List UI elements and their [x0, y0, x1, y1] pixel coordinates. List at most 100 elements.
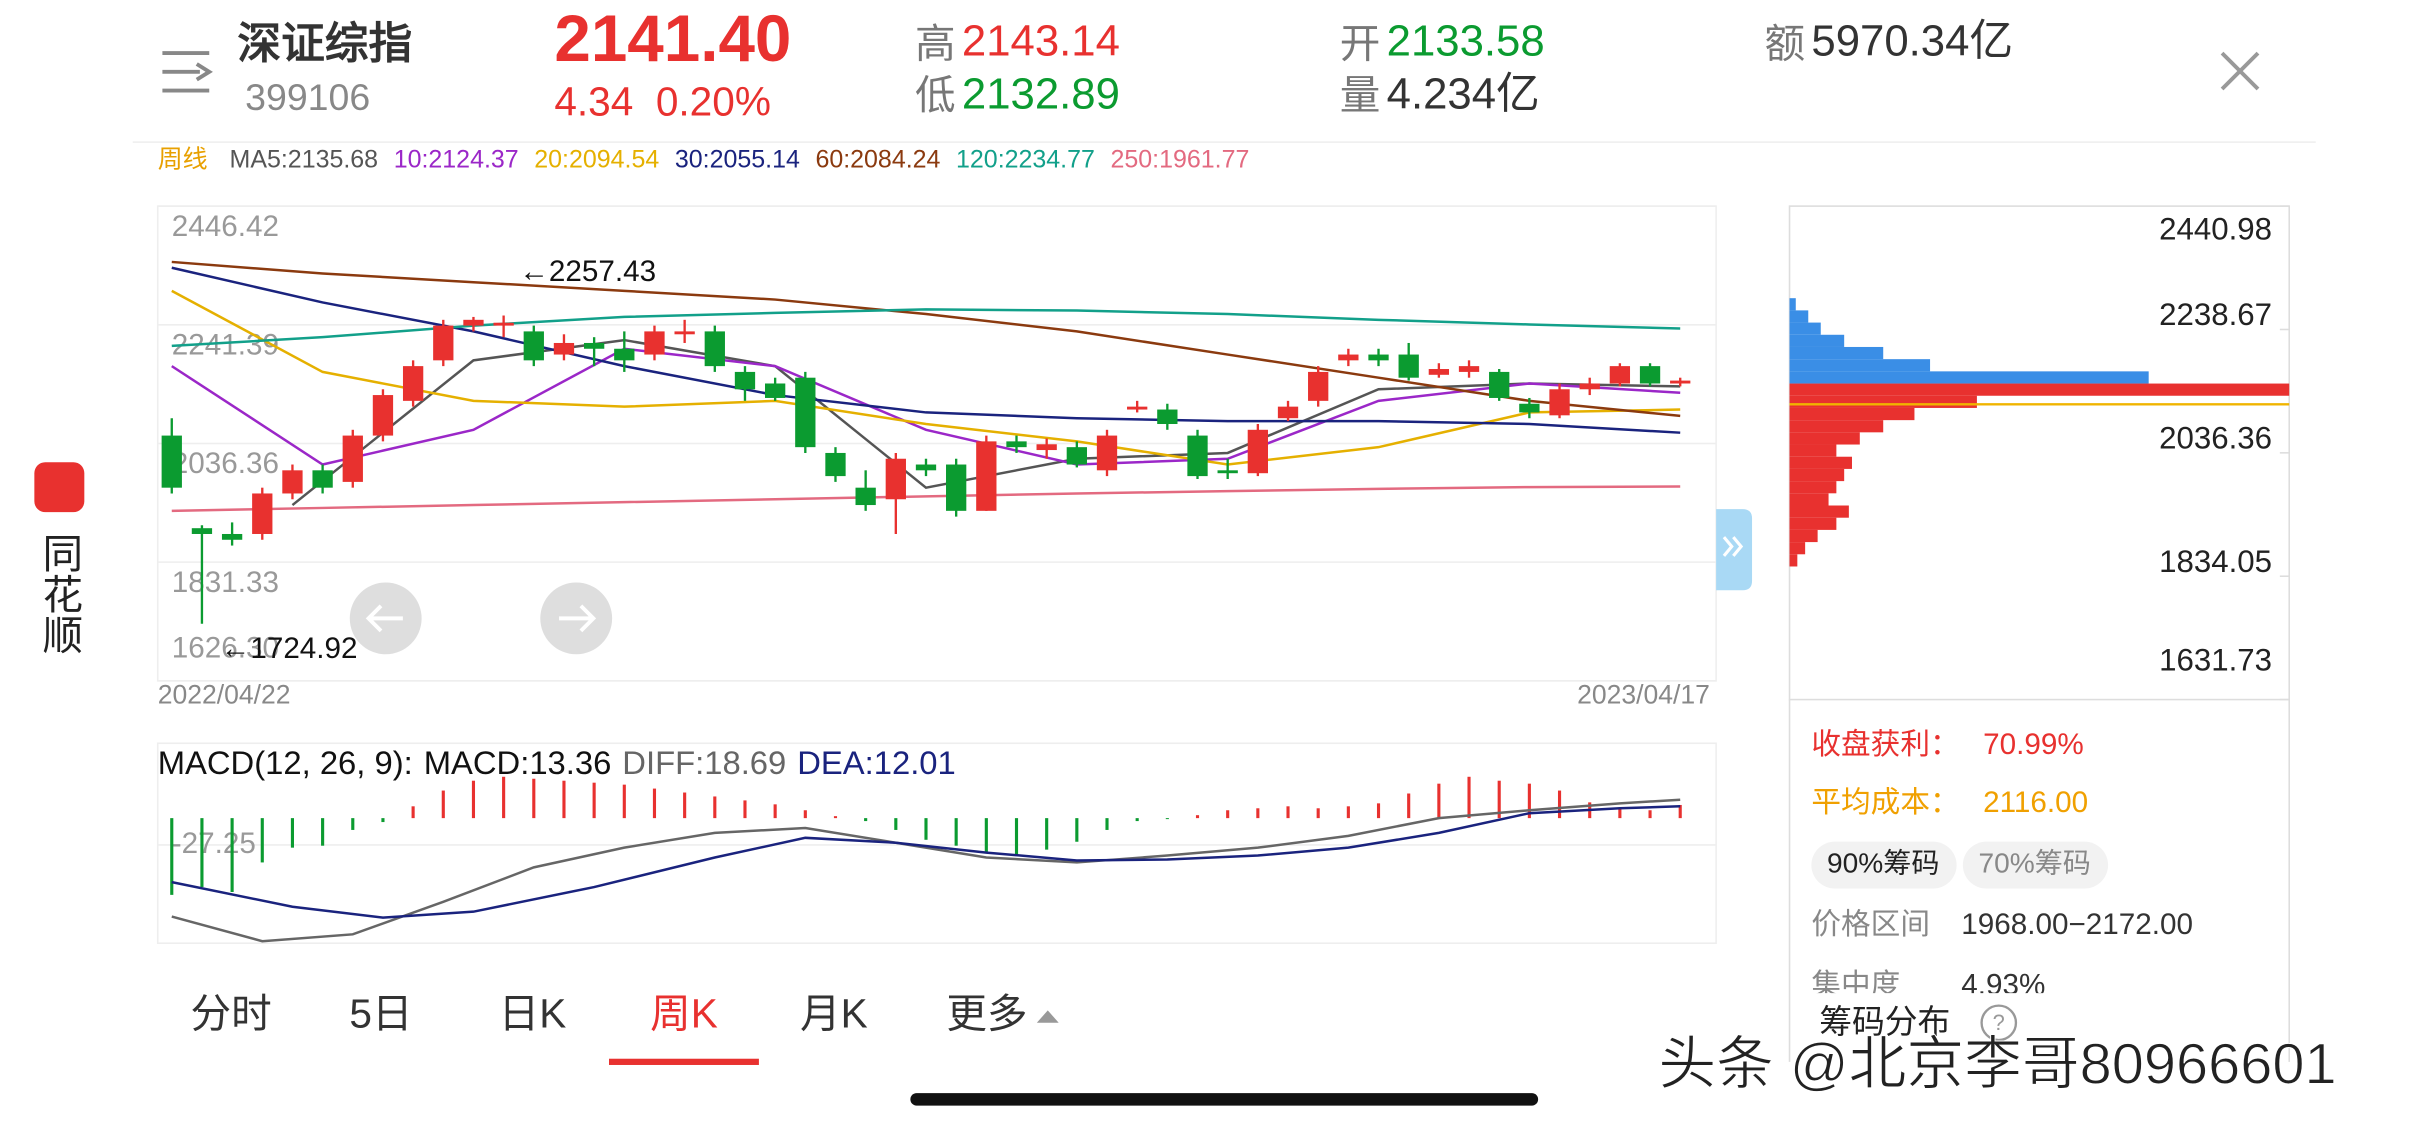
amount-label: 额	[1765, 21, 1806, 67]
high-label: 高	[915, 21, 956, 67]
open-label: 开	[1340, 21, 1381, 67]
chip-bar	[1789, 481, 1837, 494]
candle-body	[1579, 383, 1600, 390]
chip-chart: 2440.98 2238.67 2036.36 1834.05 1631.73	[1789, 205, 2290, 701]
tab[interactable]: 5日	[349, 990, 412, 1036]
help-icon[interactable]	[1980, 1004, 2018, 1042]
concentration-label: 集中度	[1811, 969, 1900, 1002]
candle-body	[1157, 409, 1178, 425]
range-label: 价格区间	[1811, 908, 1930, 941]
candle-body	[1428, 369, 1450, 375]
home-indicator	[910, 1093, 1539, 1106]
chip-button[interactable]	[1962, 841, 2109, 889]
chip-bar	[1789, 383, 2290, 396]
kline-chart: 2446.422241.392036.361831.331626.302022/…	[158, 205, 1717, 709]
tab[interactable]: 周K	[650, 990, 718, 1036]
high: 2143.14	[962, 16, 1120, 65]
candle-body	[1308, 371, 1329, 401]
chip-button[interactable]	[1811, 841, 1957, 889]
legend-entry: 250:1961.77	[1111, 145, 1250, 173]
profit: 70.99%	[1983, 728, 2084, 761]
close-button[interactable]	[2220, 51, 2260, 91]
candle-body	[252, 493, 273, 534]
candle-body	[704, 331, 725, 367]
chip-bar	[1789, 505, 1849, 518]
avg-cost: 2116.00	[1983, 786, 2088, 819]
open: 2133.58	[1387, 16, 1545, 65]
candle-body	[1066, 447, 1087, 465]
chip-bar	[1789, 322, 1821, 335]
candle-body	[764, 383, 786, 398]
menu-icon	[195, 62, 213, 82]
tab-underline	[609, 1058, 759, 1065]
tab[interactable]: 更多	[946, 990, 1027, 1036]
menu-button[interactable]	[162, 51, 213, 93]
ma-line	[171, 266, 1681, 434]
change-pct: 0.20%	[656, 78, 771, 124]
chip-button-label: 70%筹码	[1978, 848, 2090, 879]
candle-body	[493, 322, 514, 326]
candle-body	[1127, 406, 1148, 410]
y-tick-label: 2446.42	[172, 210, 279, 243]
macd-legend: DIFF:18.69	[622, 744, 786, 781]
chip-bar	[1789, 493, 1829, 506]
volume: 4.234亿	[1387, 69, 1540, 118]
stock-code: 399106	[245, 76, 370, 118]
chip-bar	[1789, 456, 1852, 469]
chip-bar	[1789, 310, 1809, 323]
macd-frame	[156, 742, 1717, 944]
candle-body	[1670, 380, 1691, 384]
y-tick-label: 1834.05	[2159, 544, 2272, 579]
candle-body	[372, 395, 394, 436]
prev-button[interactable]	[349, 582, 422, 655]
y-tick-label: -27.25	[172, 827, 256, 860]
candle-body	[946, 464, 967, 511]
chip-button-label: 90%筹码	[1827, 848, 1939, 879]
x-tick-label: 2022/04/22	[158, 679, 291, 709]
candle-body	[1458, 366, 1480, 372]
next-button[interactable]	[540, 582, 613, 655]
tab[interactable]: 分时	[191, 990, 272, 1036]
y-tick-label: 1831.33	[172, 566, 279, 599]
y-tick-label: 2036.36	[172, 447, 279, 480]
candle-body	[1217, 470, 1238, 474]
expand-tab[interactable]	[1716, 509, 1753, 591]
chip-bar	[1789, 444, 1837, 457]
close-icon	[2220, 51, 2260, 91]
tab[interactable]: 日K	[499, 990, 567, 1036]
macd-legend: MACD(12, 26, 9):	[158, 744, 413, 781]
legend-entry: 60:2084.24	[815, 145, 940, 173]
ma-line	[291, 338, 1681, 507]
macd-line	[171, 805, 1681, 919]
chip-bar	[1789, 371, 2149, 384]
legend-entry: 120:2234.77	[956, 145, 1095, 173]
candle-body	[221, 533, 243, 540]
chip-bar	[1789, 346, 1884, 360]
high-annotation: ←2257.43	[519, 255, 656, 288]
volume-label: 量	[1340, 72, 1381, 118]
y-tick-label: 2440.98	[2159, 211, 2272, 246]
candle-body	[1247, 429, 1269, 474]
candle-body	[553, 342, 575, 355]
tab[interactable]: 月K	[800, 990, 868, 1036]
candle-body	[1519, 403, 1540, 413]
chip-bar	[1789, 432, 1860, 445]
candle-body	[1609, 366, 1631, 384]
legend-entry: MA5:2135.68	[230, 145, 379, 173]
macd-line	[171, 798, 1681, 943]
app-icon[interactable]	[34, 462, 85, 513]
candle-body	[1549, 389, 1570, 416]
expand-tab-bg	[1716, 509, 1753, 591]
y-tick-label: 2238.67	[2159, 297, 2272, 332]
candle-body	[976, 441, 997, 511]
candle-body	[825, 452, 846, 477]
candle-body	[161, 435, 182, 488]
info-frame	[1788, 699, 2290, 1062]
candle-body	[1368, 354, 1389, 361]
change: 4.34	[554, 78, 633, 124]
candle-body	[342, 435, 363, 482]
chip-bar	[1789, 529, 1818, 543]
candle-body	[1096, 435, 1118, 471]
candle-body	[583, 342, 605, 349]
